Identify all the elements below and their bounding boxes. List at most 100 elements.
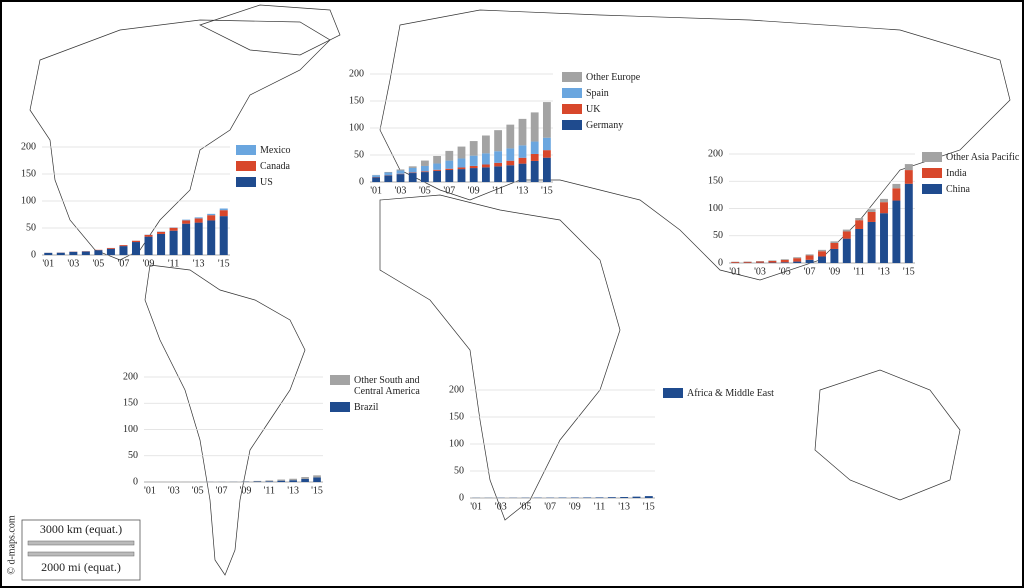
y-tick-label: 200	[123, 371, 138, 382]
y-tick-label: 100	[708, 203, 723, 214]
legend: Africa & Middle East	[663, 388, 774, 404]
x-tick-label: '05	[192, 485, 204, 496]
bar-segment	[830, 242, 839, 249]
bar-segment	[780, 259, 789, 260]
bar-segment	[805, 254, 814, 256]
bar-segment	[867, 209, 876, 212]
bar-segment	[481, 135, 490, 154]
bar-segment	[44, 252, 53, 255]
bar-segment	[632, 496, 641, 498]
y-tick-label: 0	[31, 249, 36, 260]
y-tick-label: 100	[449, 438, 464, 449]
x-tick-label: '15	[218, 258, 230, 269]
legend-item: Canada	[236, 161, 291, 172]
legend-item: UK	[562, 104, 640, 115]
bar-segment	[830, 248, 839, 263]
bar-segment	[880, 198, 888, 203]
x-tick-label: '09	[143, 258, 155, 269]
x-tick-label: '15	[541, 185, 553, 196]
legend-swatch	[236, 161, 256, 171]
y-tick-label: 50	[454, 465, 464, 476]
y-tick-label: 50	[128, 450, 138, 461]
bar-segment	[506, 124, 515, 149]
bar-segment	[805, 255, 814, 260]
bar-segment	[372, 175, 381, 177]
legend-item: Brazil	[330, 402, 446, 413]
bar-segment	[469, 165, 478, 169]
bar-segment	[445, 168, 454, 171]
legend-swatch	[922, 152, 942, 162]
bar-segment	[219, 208, 228, 211]
bar-segment	[207, 220, 216, 255]
bar-segment	[494, 166, 503, 182]
bar-segment	[780, 262, 789, 263]
bar-segment	[420, 160, 429, 166]
x-tick-label: '03	[754, 266, 766, 277]
bar-segment	[384, 171, 393, 173]
legend-label: Other Asia Pacific	[946, 152, 1020, 163]
y-tick-label: 150	[21, 168, 36, 179]
x-tick-label: '01	[144, 485, 156, 496]
bar-segment	[445, 150, 454, 161]
bar-segment	[793, 257, 802, 259]
bar-segment	[644, 496, 653, 498]
bar-segment	[408, 166, 417, 168]
bar-segment	[518, 157, 527, 164]
x-tick-label: '01	[370, 185, 382, 196]
bar-segment	[182, 219, 191, 221]
x-tick-label: '11	[492, 185, 503, 196]
bar-segment	[518, 118, 527, 146]
bar-segment	[518, 163, 527, 182]
x-tick-label: '11	[853, 266, 864, 277]
bar-segment	[494, 130, 503, 152]
x-tick-label: '07	[544, 501, 556, 512]
bar-segment	[805, 259, 814, 263]
x-tick-label: '09	[240, 485, 252, 496]
y-tick-label: 200	[349, 68, 364, 79]
bar-segment	[457, 158, 466, 168]
bar-segment	[396, 174, 405, 182]
bar-segment	[301, 477, 309, 479]
legend-label: Spain	[586, 88, 609, 99]
bar-segment	[131, 242, 141, 255]
bar-segment	[904, 164, 913, 171]
bar-segment	[892, 200, 901, 263]
bar-segment	[169, 230, 178, 255]
legend: Mexico Canada US	[236, 145, 291, 193]
legend-item: Other Europe	[562, 72, 640, 83]
bar-segment	[384, 172, 393, 176]
x-tick-label: '11	[264, 485, 275, 496]
bar-segment	[81, 251, 90, 255]
x-tick-label: '09	[468, 185, 480, 196]
bar-segment	[433, 155, 442, 164]
bar-segment	[880, 202, 888, 214]
bar-segment	[542, 102, 551, 138]
legend-label: Brazil	[354, 402, 379, 413]
bar-segment	[207, 213, 216, 216]
x-tick-label: '01	[470, 501, 482, 512]
legend-item: US	[236, 177, 291, 188]
bar-segment	[743, 261, 752, 263]
x-tick-label: '13	[517, 185, 529, 196]
bar-segment	[842, 231, 851, 239]
x-tick-label: '13	[618, 501, 630, 512]
bar-segment	[731, 261, 740, 263]
bar-segment	[481, 153, 490, 165]
bar-segment	[219, 216, 228, 255]
legend-swatch	[562, 104, 582, 114]
coastlines	[29, 4, 1011, 576]
bar-segment	[867, 211, 876, 222]
bar-segment	[842, 229, 851, 232]
legend-item: Spain	[562, 88, 640, 99]
bar-segment	[265, 481, 274, 482]
bar-segment	[880, 213, 888, 263]
legend-swatch	[236, 145, 256, 155]
x-tick-label: '07	[216, 485, 228, 496]
x-tick-label: '05	[419, 185, 431, 196]
bar-segment	[469, 168, 478, 182]
scale-bar	[27, 540, 135, 546]
bar-segment	[301, 478, 309, 482]
bar-segment	[106, 247, 115, 249]
